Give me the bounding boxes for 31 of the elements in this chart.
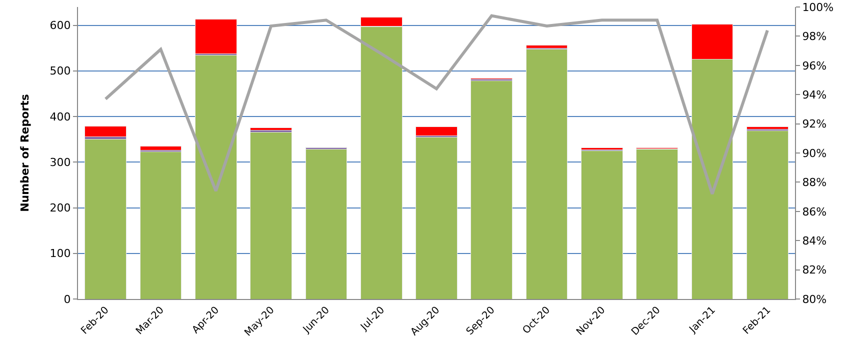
y-tick-label: 300 — [50, 156, 71, 169]
y-tick-label: 400 — [50, 110, 71, 124]
bar — [84, 126, 127, 137]
y2-tick-label: 86% — [802, 205, 827, 218]
y-tick-label: 600 — [50, 19, 71, 32]
bar — [416, 126, 458, 136]
bar — [470, 80, 513, 299]
y-tick-label: 100 — [50, 247, 71, 260]
bar — [636, 149, 678, 299]
y-tick-label: 0 — [64, 292, 71, 306]
y2-tick-label: 80% — [802, 292, 827, 306]
y-tick-label: 500 — [50, 64, 71, 78]
y-axis-title: Number of Reports — [18, 94, 32, 212]
y2-tick-label: 98% — [802, 30, 827, 44]
y2-tick-label: 92% — [802, 118, 827, 131]
y-tick-label: 200 — [50, 202, 71, 215]
bar — [416, 137, 458, 299]
y2-tick-label: 82% — [802, 264, 827, 277]
bar — [305, 149, 348, 299]
y2-tick-label: 96% — [802, 59, 827, 72]
bar — [84, 139, 127, 299]
bar — [526, 49, 568, 299]
y2-tick-label: 94% — [802, 88, 827, 102]
y2-tick-label: 84% — [802, 234, 827, 248]
bar — [746, 130, 788, 299]
y2-tick-label: 100% — [802, 0, 834, 14]
y2-tick-label: 88% — [802, 176, 827, 190]
y2-tick-label: 90% — [802, 146, 827, 160]
line-series — [104, 14, 769, 196]
bar — [250, 132, 292, 299]
bar — [581, 150, 623, 299]
